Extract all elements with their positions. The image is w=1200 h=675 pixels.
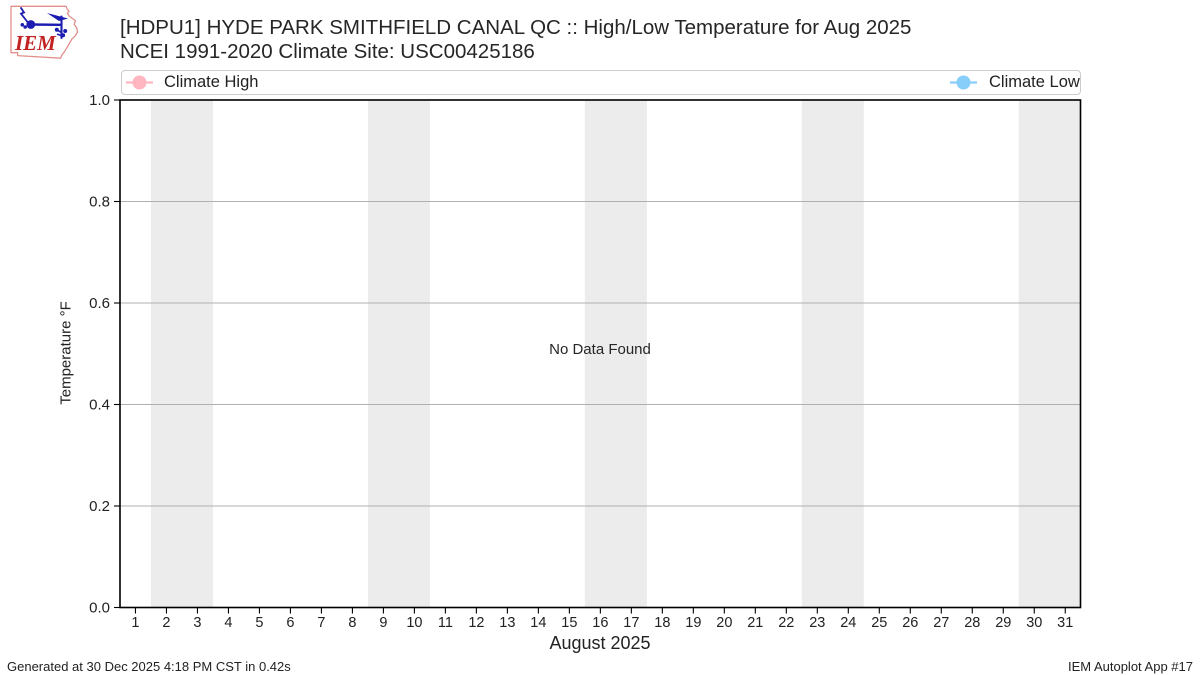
svg-text:17: 17 [623, 615, 639, 631]
svg-text:29: 29 [995, 615, 1011, 631]
svg-text:18: 18 [654, 615, 670, 631]
svg-text:0.2: 0.2 [89, 498, 110, 515]
svg-text:22: 22 [778, 615, 794, 631]
svg-text:1: 1 [131, 615, 139, 631]
svg-text:3: 3 [193, 615, 201, 631]
svg-text:5: 5 [255, 615, 263, 631]
svg-text:30: 30 [1026, 615, 1042, 631]
svg-text:15: 15 [561, 615, 577, 631]
svg-text:28: 28 [964, 615, 980, 631]
svg-text:2: 2 [162, 615, 170, 631]
svg-text:10: 10 [406, 615, 422, 631]
svg-text:7: 7 [317, 615, 325, 631]
svg-text:13: 13 [499, 615, 515, 631]
svg-text:23: 23 [809, 615, 825, 631]
svg-text:26: 26 [902, 615, 918, 631]
svg-text:31: 31 [1057, 615, 1073, 631]
svg-text:11: 11 [438, 615, 453, 631]
svg-text:0.4: 0.4 [89, 397, 110, 414]
svg-text:21: 21 [747, 615, 763, 631]
svg-text:0.6: 0.6 [89, 295, 110, 312]
svg-text:6: 6 [286, 615, 294, 631]
svg-text:12: 12 [468, 615, 484, 631]
svg-text:0.0: 0.0 [89, 600, 110, 617]
svg-text:0.8: 0.8 [89, 194, 110, 211]
svg-text:8: 8 [348, 615, 356, 631]
svg-text:9: 9 [379, 615, 387, 631]
svg-text:14: 14 [530, 615, 546, 631]
svg-text:4: 4 [224, 615, 232, 631]
svg-text:24: 24 [840, 615, 856, 631]
svg-text:1.0: 1.0 [89, 92, 110, 109]
svg-text:27: 27 [933, 615, 949, 631]
svg-text:19: 19 [685, 615, 701, 631]
svg-text:20: 20 [716, 615, 732, 631]
svg-text:16: 16 [592, 615, 608, 631]
svg-text:25: 25 [871, 615, 887, 631]
